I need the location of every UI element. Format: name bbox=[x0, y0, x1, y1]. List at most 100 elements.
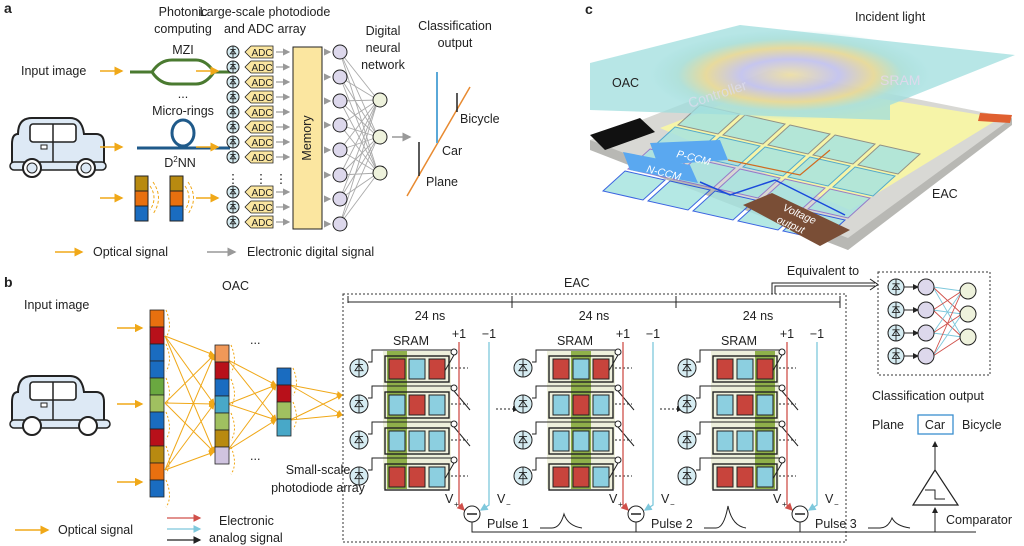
adc-label: ADC bbox=[251, 123, 272, 134]
optical-connection bbox=[164, 335, 215, 356]
switch-node bbox=[450, 456, 458, 464]
comparator-icon bbox=[911, 468, 960, 506]
weight-connection bbox=[932, 290, 963, 311]
sram-label: SRAM bbox=[721, 334, 757, 348]
adc-block bbox=[244, 185, 274, 199]
optical-connection bbox=[164, 335, 215, 453]
photodiode-symbol bbox=[229, 46, 237, 58]
photodiode-symbol bbox=[682, 467, 692, 485]
legend-electronic-line1: Electronic bbox=[219, 514, 274, 528]
optical-connection bbox=[227, 384, 277, 405]
sram-cell bbox=[408, 466, 426, 488]
photonic-title-line2: computing bbox=[154, 22, 212, 36]
panel-b: b OAC Input image ... ... Small-scale ph… bbox=[4, 264, 1012, 545]
selected-class-box bbox=[917, 414, 954, 435]
output-neuron bbox=[372, 92, 388, 108]
optical-connection bbox=[164, 403, 215, 471]
dnn-connection bbox=[339, 99, 379, 200]
sram-row bbox=[548, 391, 614, 419]
hidden-neuron bbox=[917, 347, 935, 365]
oac-dots-top: ... bbox=[250, 333, 260, 347]
diffractive-cell bbox=[149, 428, 165, 447]
sram-row bbox=[712, 427, 778, 455]
equivalent-to-label: Equivalent to bbox=[787, 264, 859, 278]
equivalent-network-box bbox=[877, 271, 991, 376]
sram-label: SRAM bbox=[393, 334, 429, 348]
diffractive-cell bbox=[149, 326, 165, 345]
class-car-b: Car bbox=[925, 418, 945, 432]
adc-label: ADC bbox=[251, 108, 272, 119]
sram-cell bbox=[408, 358, 426, 380]
sram-cell bbox=[716, 430, 734, 452]
diffraction-wave bbox=[230, 446, 235, 475]
output-neuron bbox=[959, 305, 977, 323]
positive-line bbox=[456, 342, 465, 511]
optical-connection bbox=[289, 384, 343, 398]
diffractive-cell bbox=[214, 361, 230, 380]
classification-output-label: Classification output bbox=[872, 389, 984, 403]
diffractive-cell bbox=[214, 395, 230, 414]
diffraction-wave bbox=[165, 309, 170, 338]
pd-wire bbox=[368, 457, 452, 471]
diffraction-wave bbox=[165, 479, 170, 508]
diffraction-wave bbox=[292, 401, 297, 430]
v-plus-label: V bbox=[609, 492, 618, 506]
classification-output-plot: Bicycle Car Plane bbox=[406, 72, 500, 197]
output-title-line1: Classification bbox=[418, 19, 492, 33]
mzi-label: MZI bbox=[172, 43, 194, 57]
input-image-label: Input image bbox=[21, 64, 86, 78]
adc-block bbox=[244, 90, 274, 104]
time-label: 24 ns bbox=[579, 309, 610, 323]
hidden-neuron bbox=[917, 278, 935, 296]
diffractive-cell bbox=[214, 412, 230, 431]
panel-b-label: b bbox=[4, 274, 13, 290]
photodiode-symbol bbox=[891, 279, 901, 295]
sram-cell bbox=[572, 430, 590, 452]
diffractive-cell bbox=[149, 462, 165, 481]
black-pad bbox=[590, 118, 655, 150]
dnn-connection bbox=[339, 172, 379, 200]
sram-label: SRAM bbox=[557, 334, 593, 348]
optical-connection bbox=[289, 384, 343, 416]
optical-connection bbox=[164, 354, 215, 404]
micro-rings-label: Micro-rings bbox=[152, 104, 214, 118]
adc-label: ADC bbox=[251, 48, 272, 59]
adc-block bbox=[244, 200, 274, 214]
adc-block bbox=[244, 75, 274, 89]
array-dots: ⋮ bbox=[227, 172, 240, 186]
sram-cell bbox=[572, 466, 590, 488]
micro-ring-icon bbox=[137, 118, 230, 150]
eac-array-cell bbox=[786, 156, 852, 187]
sram-cell bbox=[552, 430, 570, 452]
photodiode-symbol bbox=[682, 431, 692, 449]
sram-cell bbox=[388, 430, 406, 452]
pd-wire bbox=[532, 385, 616, 399]
switch-node bbox=[450, 384, 458, 392]
sram-row bbox=[384, 391, 450, 419]
diffraction-wave bbox=[292, 367, 297, 396]
p-ccm-block bbox=[650, 140, 728, 165]
diffractive-cell bbox=[149, 309, 165, 328]
v-minus-label: V bbox=[497, 492, 506, 506]
sram-row bbox=[712, 463, 778, 491]
adc-label: ADC bbox=[251, 93, 272, 104]
switch-node bbox=[778, 348, 786, 356]
v-plus-sub: + bbox=[782, 500, 787, 509]
sram-cell bbox=[592, 394, 610, 416]
adc-block bbox=[244, 120, 274, 134]
photodiode-symbol bbox=[229, 106, 237, 118]
photodiode-symbol bbox=[518, 395, 528, 413]
sram-cell bbox=[388, 358, 406, 380]
dnn-connection bbox=[339, 51, 379, 101]
sram-cell bbox=[736, 430, 754, 452]
incident-light-label: Incident light bbox=[855, 10, 926, 24]
optical-connection bbox=[227, 419, 277, 451]
eac-array-cell bbox=[811, 134, 877, 165]
eac-array-cell bbox=[691, 190, 757, 221]
plus-one-label: +1 bbox=[780, 327, 794, 341]
sram-cell bbox=[388, 466, 406, 488]
photodiode-symbol bbox=[229, 186, 237, 198]
dnn-connection bbox=[339, 99, 379, 151]
sram-row bbox=[384, 463, 450, 491]
diffractive-cell bbox=[214, 429, 230, 448]
